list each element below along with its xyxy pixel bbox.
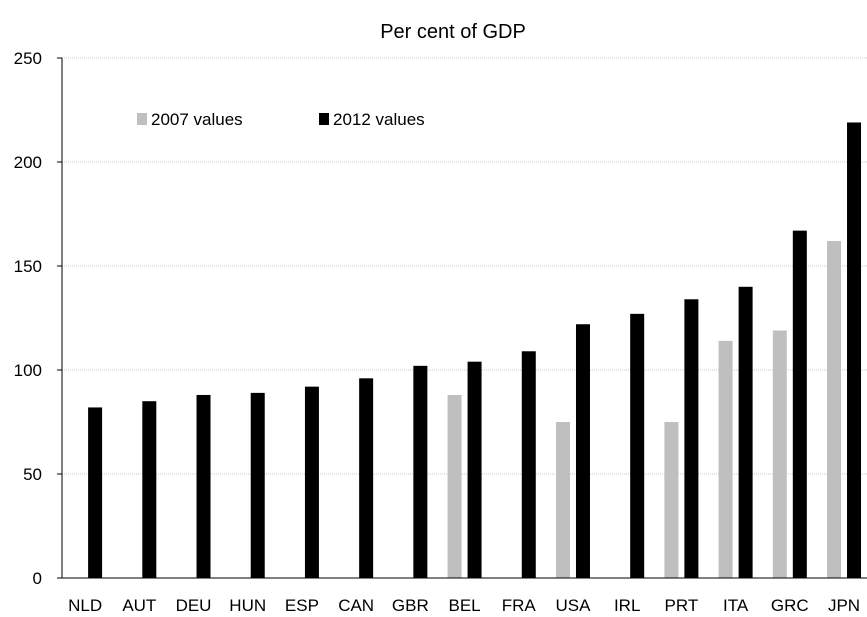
legend: 2007 values 2012 values — [137, 110, 425, 129]
y-tick-label: 250 — [14, 49, 42, 68]
bar-hun-2012 — [250, 392, 265, 578]
x-tick-label: ESP — [285, 596, 319, 615]
bar-prt-2007 — [664, 422, 679, 578]
x-tick-label: FRA — [502, 596, 537, 615]
bar-grc-2007 — [772, 330, 787, 578]
bars — [88, 122, 862, 579]
x-tick-label: NLD — [68, 596, 102, 615]
bar-grc-2012 — [792, 230, 807, 578]
x-tick-label: HUN — [229, 596, 266, 615]
x-tick-label: GBR — [392, 596, 429, 615]
y-tick-label: 0 — [33, 569, 42, 588]
gridlines — [62, 57, 867, 475]
x-tick-label: GRC — [771, 596, 809, 615]
x-tick-label: IRL — [614, 596, 640, 615]
bar-nld-2012 — [88, 407, 103, 578]
legend-swatch — [137, 113, 147, 125]
bar-fra-2012 — [521, 351, 536, 578]
y-tick-label: 50 — [23, 465, 42, 484]
y-axis-ticks: 0 50 100 150 200 250 — [14, 49, 62, 588]
x-tick-label: USA — [555, 596, 591, 615]
bar-usa-2007 — [555, 422, 570, 578]
x-tick-label: JPN — [828, 596, 860, 615]
legend-label: 2012 values — [333, 110, 425, 129]
bar-ita-2007 — [718, 340, 733, 578]
x-tick-label: PRT — [665, 596, 699, 615]
x-tick-label: AUT — [122, 596, 156, 615]
x-tick-label: CAN — [338, 596, 374, 615]
bar-usa-2012 — [575, 324, 590, 578]
y-tick-label: 150 — [14, 257, 42, 276]
legend-label: 2007 values — [151, 110, 243, 129]
bar-bel-2007 — [447, 394, 462, 578]
y-tick-label: 100 — [14, 361, 42, 380]
bar-irl-2012 — [630, 313, 645, 578]
bar-gbr-2012 — [413, 365, 428, 578]
x-tick-label: ITA — [723, 596, 749, 615]
bar-deu-2012 — [196, 394, 211, 578]
x-axis-labels: NLD AUT DEU HUN ESP CAN GBR BEL FRA USA IRL PRT ITA G… — [68, 596, 860, 615]
bar-jpn-2012 — [847, 122, 862, 578]
x-tick-label: BEL — [448, 596, 480, 615]
legend-swatch — [319, 113, 329, 125]
bar-ita-2012 — [738, 286, 753, 578]
bar-prt-2012 — [684, 299, 699, 578]
bar-esp-2012 — [304, 386, 319, 578]
bar-aut-2012 — [142, 401, 157, 578]
bar-can-2012 — [359, 378, 374, 578]
x-tick-label: DEU — [176, 596, 212, 615]
y-tick-label: 200 — [14, 153, 42, 172]
bar-jpn-2007 — [827, 241, 842, 579]
bar-bel-2012 — [467, 361, 482, 578]
chart-title: Per cent of GDP — [380, 21, 526, 43]
